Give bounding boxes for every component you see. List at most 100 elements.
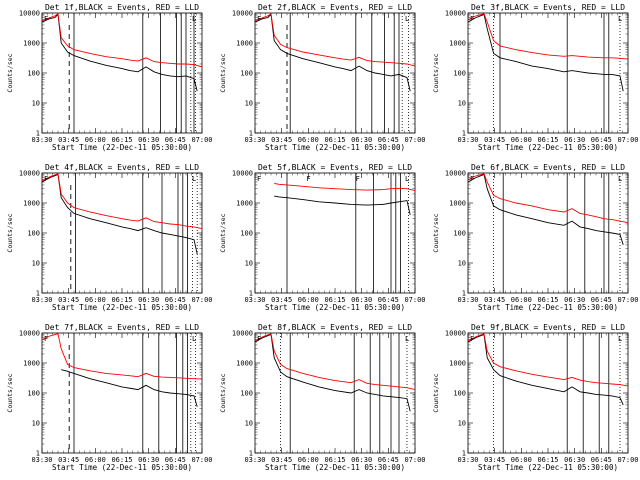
corner-mark: L [192, 175, 196, 183]
x-axis-label: Start Time (22-Dec-11 05:30:00) [265, 143, 405, 152]
x-tick-label: 03:45 [271, 136, 292, 144]
y-tick-label: 10000 [232, 330, 253, 338]
marker-lines [286, 13, 410, 133]
corner-mark: L [618, 15, 622, 23]
x-tick-label: 06:30 [138, 296, 159, 304]
y-axis-label: Counts/sec [432, 213, 440, 252]
x-tick-label: 06:45 [378, 136, 399, 144]
x-axis-label: Start Time (22-Dec-11 05:30:00) [478, 303, 618, 312]
x-tick-label: 07:00 [617, 296, 638, 304]
y-axis-label: Counts/sec [432, 53, 440, 92]
x-tick-label: 03:30 [31, 136, 52, 144]
chart-title: Det 5f,BLACK = Events, RED = LLD [258, 163, 412, 172]
corner-mark: F [470, 175, 474, 183]
panel-8: Det 8f,BLACK = Events, RED = LLD 1 10 100 10… [219, 323, 426, 472]
x-tick-label: 07:00 [191, 136, 212, 144]
y-tick-label: 100 [453, 390, 466, 398]
x-tick-label: 06:30 [351, 296, 372, 304]
x-tick-label: 03:30 [457, 296, 478, 304]
y-tick-label: 1 [36, 450, 40, 458]
x-tick-label: 06:30 [564, 296, 585, 304]
series-events [255, 13, 411, 92]
y-tick-label: 10 [245, 420, 253, 428]
y-tick-label: 1 [36, 290, 40, 298]
y-tick-label: 1 [249, 450, 253, 458]
y-tick-label: 100 [27, 390, 40, 398]
x-tick-label: 07:00 [404, 136, 425, 144]
x-tick-label: 03:30 [31, 296, 52, 304]
chart-title: Det 6f,BLACK = Events, RED = LLD [471, 163, 625, 172]
y-tick-label: 1000 [449, 360, 466, 368]
x-tick-label: 06:00 [298, 296, 319, 304]
panel-5: Det 5f,BLACK = Events, RED = LLD 1 10 100 10… [219, 163, 426, 312]
x-tick-label: 07:00 [191, 296, 212, 304]
chart-title: Det 2f,BLACK = Events, RED = LLD [258, 3, 412, 12]
y-tick-label: 10000 [19, 330, 40, 338]
x-tick-label: 03:30 [244, 296, 265, 304]
y-axis-label: Counts/sec [219, 53, 227, 92]
y-tick-label: 100 [240, 390, 253, 398]
y-tick-label: 1 [249, 290, 253, 298]
y-axis-label: Counts/sec [6, 213, 14, 252]
x-tick-label: 06:30 [138, 456, 159, 464]
chart-title: Det 4f,BLACK = Events, RED = LLD [45, 163, 199, 172]
y-tick-label: 1 [249, 130, 253, 138]
y-tick-label: 10000 [232, 10, 253, 18]
corner-mark: L [405, 15, 409, 23]
x-tick-label: 06:00 [298, 136, 319, 144]
y-tick-label: 10 [245, 260, 253, 268]
y-tick-label: 1000 [449, 200, 466, 208]
x-tick-label: 06:15 [537, 296, 558, 304]
corner-mark: F [470, 335, 474, 343]
corner-mark: L [405, 175, 409, 183]
x-tick-label: 06:15 [324, 136, 345, 144]
corner-mark: F [257, 175, 261, 183]
y-tick-label: 1 [462, 450, 466, 458]
y-tick-label: 1 [36, 130, 40, 138]
x-tick-label: 06:45 [165, 296, 186, 304]
y-axis-label: Counts/sec [6, 53, 14, 92]
chart-title: Det 3f,BLACK = Events, RED = LLD [471, 3, 625, 12]
y-tick-label: 10000 [19, 10, 40, 18]
x-tick-label: 03:45 [271, 456, 292, 464]
y-tick-label: 100 [27, 70, 40, 78]
series-events [61, 369, 198, 407]
x-tick-label: 03:45 [58, 456, 79, 464]
x-tick-label: 06:30 [564, 456, 585, 464]
series-events [255, 333, 411, 412]
y-tick-label: 1000 [23, 360, 40, 368]
series-lld [42, 333, 202, 380]
x-tick-label: 06:45 [591, 456, 612, 464]
x-axis-label: Start Time (22-Dec-11 05:30:00) [52, 463, 192, 472]
x-tick-label: 06:30 [351, 136, 372, 144]
x-axis-label: Start Time (22-Dec-11 05:30:00) [478, 143, 618, 152]
x-tick-label: 06:00 [85, 456, 106, 464]
x-axis-label: Start Time (22-Dec-11 05:30:00) [265, 463, 405, 472]
chart-title: Det 7f,BLACK = Events, RED = LLD [45, 323, 199, 332]
corner-mark: L [192, 335, 196, 343]
y-axis-label: Counts/sec [432, 373, 440, 412]
y-tick-label: 10 [458, 100, 466, 108]
x-tick-label: 06:45 [165, 456, 186, 464]
x-tick-label: 06:30 [351, 456, 372, 464]
marker-lines [493, 13, 621, 133]
marker-lines [280, 333, 408, 453]
x-tick-label: 03:45 [58, 296, 79, 304]
panel-2: Det 2f,BLACK = Events, RED = LLD 1 10 100 10… [219, 3, 426, 152]
panel-1: Det 1f,BLACK = Events, RED = LLD 1 10 100 10… [6, 3, 213, 152]
x-tick-label: 06:00 [511, 456, 532, 464]
x-tick-label: 06:45 [165, 136, 186, 144]
x-tick-label: 06:00 [511, 136, 532, 144]
y-tick-label: 1 [462, 130, 466, 138]
series-lld [255, 13, 415, 67]
chart-title: Det 9f,BLACK = Events, RED = LLD [471, 323, 625, 332]
marker-lines [68, 13, 197, 133]
x-tick-label: 06:15 [111, 136, 132, 144]
x-tick-label: 06:15 [111, 296, 132, 304]
y-axis-label: Counts/sec [219, 373, 227, 412]
x-tick-label: 03:45 [58, 136, 79, 144]
corner-mark: L [618, 335, 622, 343]
y-tick-label: 10 [245, 100, 253, 108]
plot-frame [41, 332, 203, 454]
y-tick-label: 1000 [23, 200, 40, 208]
